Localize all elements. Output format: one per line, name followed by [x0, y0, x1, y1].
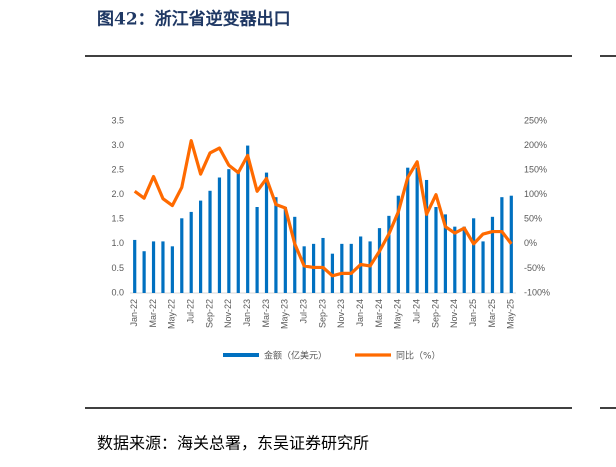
y2-tick-label: 0% [524, 238, 537, 248]
bar [509, 195, 513, 293]
y-tick-label: 0.0 [111, 287, 124, 297]
line [133, 139, 513, 278]
bar [236, 170, 240, 293]
bar [406, 167, 410, 293]
bar [170, 246, 174, 293]
x-tick-label: Sep-22 [204, 299, 214, 328]
bar [199, 200, 203, 293]
x-tick-label: Jan-23 [242, 299, 252, 327]
legend-label: 同比（%） [396, 350, 441, 362]
figure-title: 图42：浙江省逆变器出口 [97, 9, 291, 30]
x-tick-label: May-25 [506, 299, 516, 329]
y-tick-label: 3.0 [111, 140, 124, 150]
bar [396, 195, 400, 293]
y-tick-label: 0.5 [111, 263, 124, 273]
bar [274, 197, 278, 293]
bar [255, 207, 259, 293]
bar [377, 228, 382, 293]
bar [462, 226, 466, 293]
bar [330, 253, 335, 293]
bar [424, 179, 429, 293]
x-tick-label: Jan-24 [355, 299, 365, 327]
x-tick-label: May-24 [393, 299, 403, 329]
bar [142, 251, 146, 293]
bar [453, 226, 457, 293]
x-tick-label: Sep-23 [317, 299, 327, 328]
x-tick-label: Jan-25 [468, 299, 478, 327]
bar [264, 172, 269, 293]
bar [227, 169, 231, 293]
x-tick-label: Nov-22 [223, 299, 233, 328]
y2-tick-label: 50% [524, 214, 542, 224]
y-tick-label: 2.0 [111, 189, 124, 199]
bar [217, 177, 222, 293]
bar [293, 216, 297, 293]
x-tick-label: May-22 [167, 299, 177, 329]
bar [321, 237, 325, 293]
x-tick-label: Mar-25 [487, 299, 497, 328]
y2-tick-label: 150% [524, 165, 547, 175]
y-tick-label: 2.5 [111, 165, 124, 175]
y-tick-label: 3.5 [111, 115, 124, 125]
x-tick-label: Jul-22 [186, 299, 196, 324]
x-tick-label: Jul-23 [299, 299, 309, 324]
x-tick-label: Nov-24 [449, 299, 459, 328]
y-tick-label: 1.5 [111, 214, 124, 224]
bar [161, 241, 165, 293]
bar [133, 239, 137, 293]
legend-label: 金额（亿美元） [264, 350, 327, 362]
bar [415, 167, 419, 293]
bar [500, 197, 504, 293]
bar [302, 246, 306, 293]
bar [208, 190, 212, 293]
x-tick-label: Mar-23 [261, 299, 271, 328]
bar [340, 243, 344, 293]
x-tick-label: Nov-23 [336, 299, 346, 328]
y2-tick-label: -100% [524, 287, 550, 297]
bar [151, 241, 156, 293]
bar [490, 216, 495, 293]
bar [283, 207, 287, 293]
bar [434, 207, 438, 293]
bar [349, 243, 353, 293]
bar [472, 218, 476, 293]
bar [189, 211, 193, 293]
bar [387, 215, 391, 293]
y2-tick-label: 200% [524, 140, 547, 150]
x-tick-label: Jul-24 [412, 299, 422, 324]
y2-tick-label: 100% [524, 189, 547, 199]
bar [180, 218, 184, 293]
y2-tick-label: 250% [524, 115, 547, 125]
bar [246, 145, 250, 293]
x-tick-label: Mar-22 [148, 299, 158, 328]
source-note: 数据来源：海关总署，东吴证券研究所 [97, 434, 369, 453]
bar [443, 214, 447, 293]
y2-tick-label: -50% [524, 263, 545, 273]
x-tick-label: Sep-24 [430, 299, 440, 328]
legend-swatch [223, 353, 259, 357]
x-tick-label: Mar-24 [374, 299, 384, 328]
x-tick-label: May-23 [280, 299, 290, 329]
x-tick-label: Jan-22 [129, 299, 139, 327]
bar [481, 241, 485, 293]
y-tick-label: 1.0 [111, 238, 124, 248]
